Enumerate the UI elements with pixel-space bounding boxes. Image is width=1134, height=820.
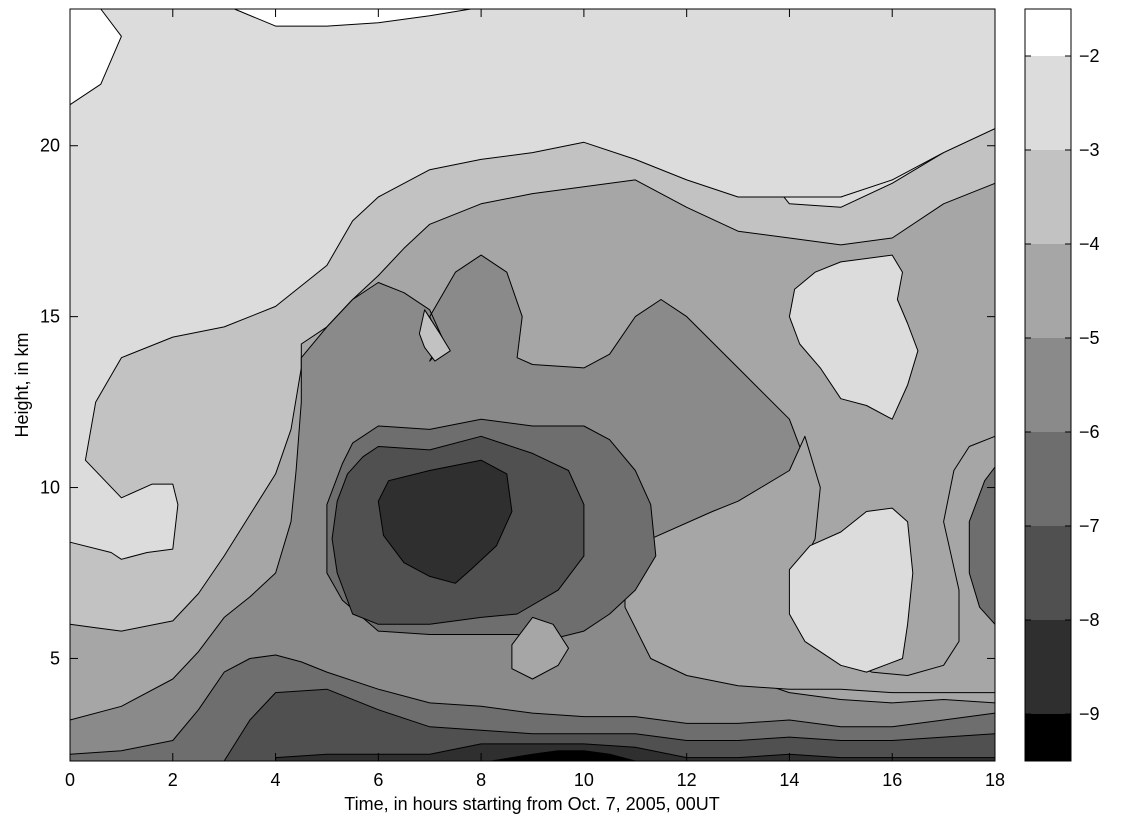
x-axis: 0 2 4 6 8 10 12 14 16 18: [65, 9, 1005, 790]
colorbar-tick-label: −3: [1079, 140, 1100, 160]
colorbar-band: [1025, 244, 1071, 338]
contour-region-level-m5-7: [624, 435, 996, 694]
x-tick-label: 8: [476, 770, 486, 790]
y-tick-label: 15: [40, 307, 60, 327]
colorbar-band: [1025, 714, 1071, 761]
contour-region-level-m5-13: [511, 616, 569, 680]
y-axis: 5 10 15 20: [40, 136, 995, 668]
y-axis-label: Height, in km: [12, 332, 32, 437]
x-tick-label: 10: [574, 770, 594, 790]
y-tick-label: 10: [40, 478, 60, 498]
x-tick-label: 0: [65, 770, 75, 790]
x-tick-label: 18: [985, 770, 1005, 790]
colorbar-band: [1025, 150, 1071, 244]
colorbar-band: [1025, 432, 1071, 526]
contour-region-level-m8-16: [69, 688, 996, 762]
colorbar-band: [1025, 9, 1071, 56]
colorbar-band: [1025, 620, 1071, 714]
colorbar-tick-label: −2: [1079, 46, 1100, 66]
x-tick-label: 6: [373, 770, 383, 790]
colorbar-frame: [1024, 8, 1072, 762]
contour-region-level-m3-8: [788, 254, 919, 420]
contour-region-level-m4-10: [418, 309, 451, 362]
colorbar-tick-label: −7: [1079, 516, 1100, 536]
colorbar-tick-label: −8: [1079, 610, 1100, 630]
colorbar-band: [1025, 56, 1071, 150]
contour-region-level-m9-17: [377, 459, 513, 584]
x-tick-label: 2: [168, 770, 178, 790]
plot-frame: [69, 8, 996, 762]
x-axis-label: Time, in hours starting from Oct. 7, 200…: [344, 794, 719, 814]
x-tick-label: 12: [677, 770, 697, 790]
colorbar: −2 −3 −4 −5 −6 −7 −8 −9: [1025, 9, 1100, 761]
contour-region-level-m3-9: [788, 507, 914, 673]
x-tick-label: 4: [271, 770, 281, 790]
colorbar-tick-label: −6: [1079, 422, 1100, 442]
y-tick-label: 20: [40, 136, 60, 156]
contour-regions: [69, 8, 996, 762]
colorbar-band: [1025, 338, 1071, 432]
colorbar-tick-label: −4: [1079, 234, 1100, 254]
x-tick-label: 16: [882, 770, 902, 790]
colorbar-tick-label: −9: [1079, 704, 1100, 724]
colorbar-band: [1025, 526, 1071, 620]
contour-region-level-m3-2: [69, 8, 996, 560]
colorbar-tick-label: −5: [1079, 328, 1100, 348]
x-tick-label: 14: [779, 770, 799, 790]
y-tick-label: 5: [50, 648, 60, 668]
